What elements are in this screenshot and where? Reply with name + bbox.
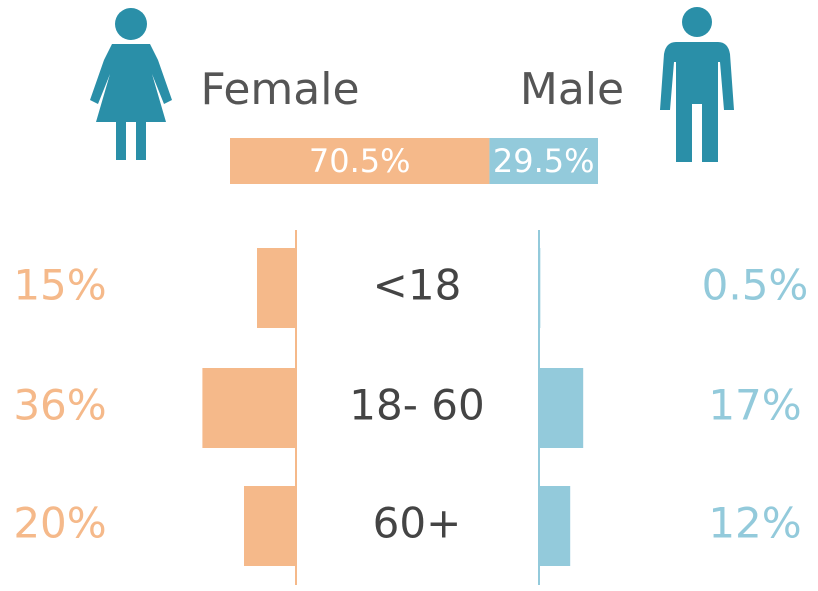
bar <box>244 486 296 566</box>
value-label: 12% <box>708 499 801 548</box>
category-label: 18- 60 <box>349 381 484 430</box>
split-label: 29.5% <box>493 142 595 180</box>
category-label: <18 <box>373 261 462 310</box>
bar <box>202 368 296 448</box>
value-label: 0.5% <box>702 261 809 310</box>
split-bar <box>230 138 490 184</box>
category-label: 60+ <box>373 499 462 548</box>
male-icon <box>660 7 734 162</box>
value-label: 36% <box>13 381 106 430</box>
value-label: 15% <box>13 261 106 310</box>
bar <box>257 248 296 328</box>
value-label: 20% <box>13 499 106 548</box>
female-icon <box>90 8 172 160</box>
bar <box>539 368 584 448</box>
bar <box>539 486 571 566</box>
bar <box>539 248 541 328</box>
split-bar <box>489 138 598 184</box>
split-label: 70.5% <box>309 142 411 180</box>
male-heading: Male <box>520 64 624 115</box>
female-heading: Female <box>200 64 359 115</box>
value-label: 17% <box>708 381 801 430</box>
